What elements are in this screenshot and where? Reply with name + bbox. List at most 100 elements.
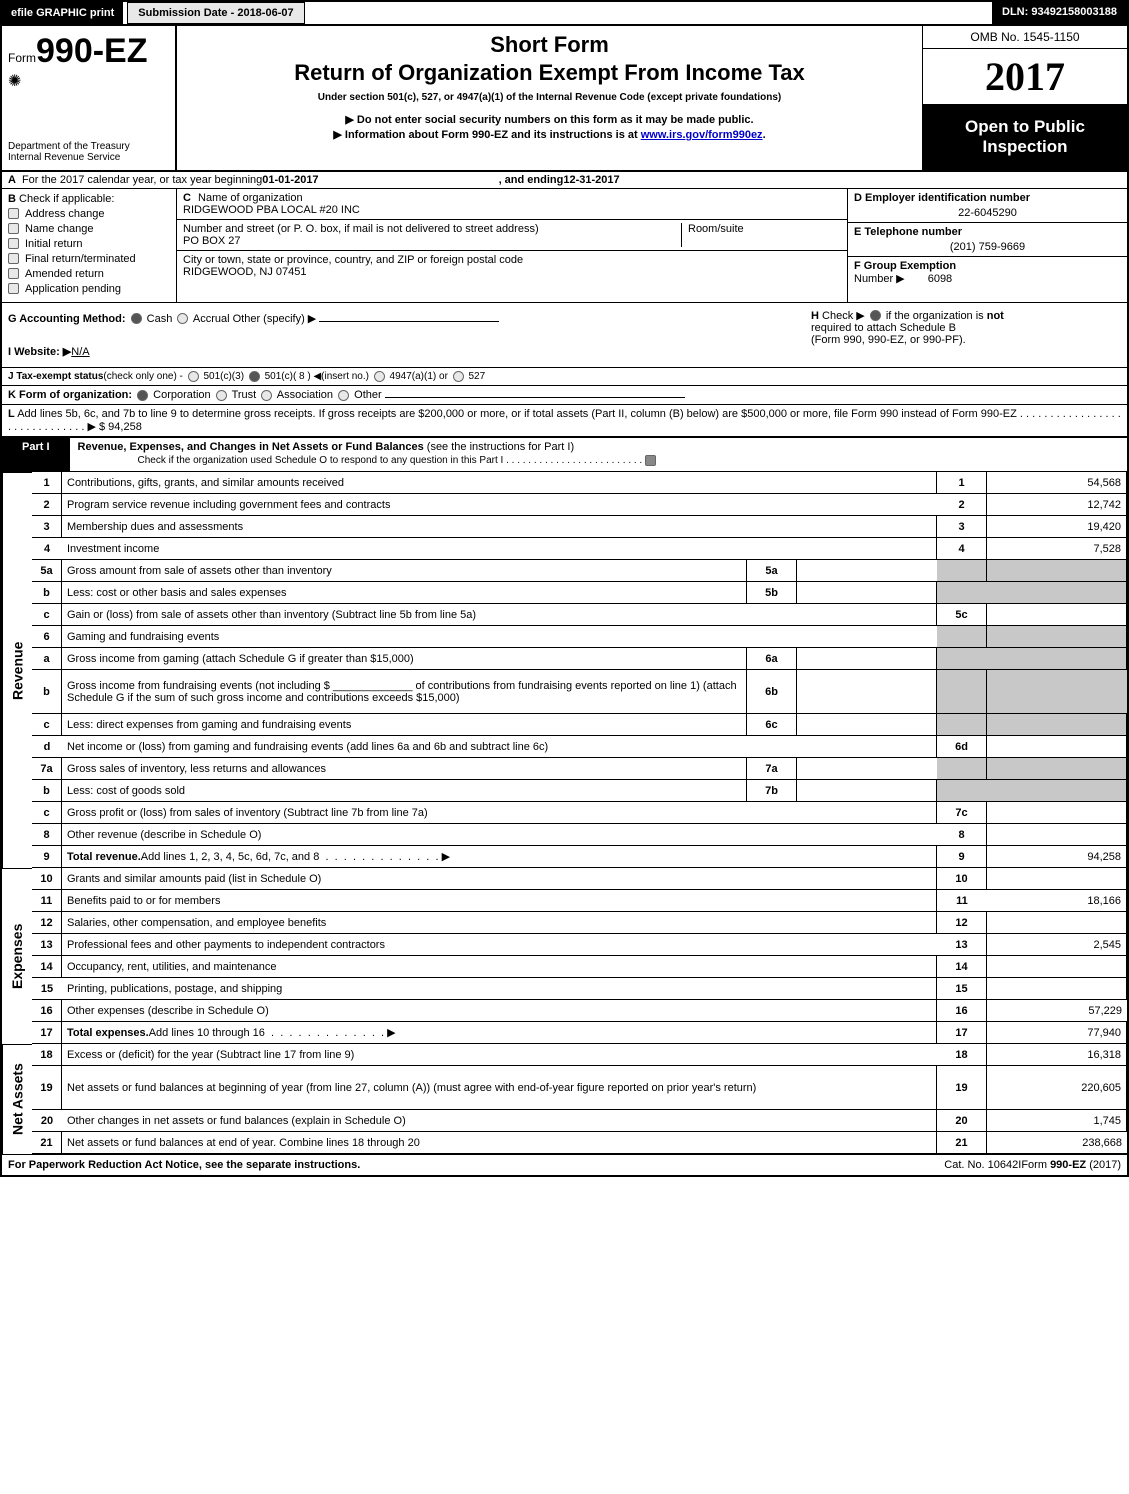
open-to-public: Open to Public Inspection	[923, 105, 1127, 170]
form-number: 990-EZ	[36, 32, 148, 70]
line-number: 16	[32, 1000, 62, 1022]
main-title: Return of Organization Exempt From Incom…	[187, 60, 912, 86]
cb-name-change[interactable]: Name change	[8, 223, 170, 235]
ein-value: 22-6045290	[854, 204, 1121, 219]
grey-cell	[937, 780, 987, 802]
right-col-value	[987, 912, 1127, 934]
radio-527[interactable]	[453, 371, 464, 382]
radio-cash[interactable]	[131, 313, 142, 324]
line-description: Investment income	[62, 538, 937, 560]
label-c: C	[183, 192, 191, 204]
line-number: 3	[32, 516, 62, 538]
header-left: Form990-EZ ✺ Department of the Treasury …	[2, 26, 177, 170]
line-description: Total revenue. Add lines 1, 2, 3, 4, 5c,…	[62, 846, 937, 868]
right-col-number: 3	[937, 516, 987, 538]
right-col-value	[987, 956, 1127, 978]
other-specify-line[interactable]	[319, 321, 499, 322]
radio-4947[interactable]	[374, 371, 385, 382]
footer-right: Form 990-EZ (2017)	[1021, 1159, 1121, 1171]
group-ex-label: F Group Exemption	[854, 260, 956, 272]
mid-line-value	[797, 758, 937, 780]
right-col-value: 57,229	[987, 1000, 1127, 1022]
line-l-arrow: ▶ $	[87, 421, 108, 433]
cb-address-change[interactable]: Address change	[8, 208, 170, 220]
line-description: Membership dues and assessments	[62, 516, 937, 538]
right-col-number: 18	[937, 1044, 987, 1066]
seal-icon: ✺	[8, 71, 169, 91]
line-description: Total expenses. Add lines 10 through 16 …	[62, 1022, 937, 1044]
grey-cell	[987, 582, 1127, 604]
right-col-value: 77,940	[987, 1022, 1127, 1044]
row-l: L Add lines 5b, 6c, and 7b to line 9 to …	[2, 405, 1127, 438]
org-name-label: Name of organization	[198, 192, 303, 204]
row-a-tax-year: A For the 2017 calendar year, or tax yea…	[2, 172, 1127, 189]
mid-line-value	[797, 714, 937, 736]
grey-cell	[937, 626, 987, 648]
part1-header: Part I Revenue, Expenses, and Changes in…	[2, 438, 1127, 472]
column-def: D Employer identification number 22-6045…	[847, 189, 1127, 302]
mid-line-value	[797, 780, 937, 802]
grey-cell	[937, 582, 987, 604]
cb-final-return[interactable]: Final return/terminated	[8, 253, 170, 265]
grey-cell	[987, 670, 1127, 714]
other-org-line[interactable]	[385, 397, 685, 398]
right-col-value: 1,745	[987, 1110, 1127, 1132]
tax-year: 2017	[923, 49, 1127, 105]
group-ex-number-label: Number ▶	[854, 273, 905, 285]
grey-cell	[987, 560, 1127, 582]
line-description: Program service revenue including govern…	[62, 494, 937, 516]
line-description: Gross sales of inventory, less returns a…	[62, 758, 747, 780]
mid-line-number: 6a	[747, 648, 797, 670]
mid-line-number: 7b	[747, 780, 797, 802]
ein-label: D Employer identification number	[854, 192, 1121, 204]
cb-initial-return[interactable]: Initial return	[8, 238, 170, 250]
radio-accrual[interactable]	[177, 313, 188, 324]
right-col-number: 15	[937, 978, 987, 1000]
street-row: Number and street (or P. O. box, if mail…	[177, 220, 847, 251]
right-col-number: 20	[937, 1110, 987, 1132]
header-right: OMB No. 1545-1150 2017 Open to Public In…	[922, 26, 1127, 170]
radio-501c3[interactable]	[188, 371, 199, 382]
efile-print-button[interactable]: efile GRAPHIC print	[2, 2, 123, 24]
label-b: B	[8, 193, 16, 205]
cb-application-pending[interactable]: Application pending	[8, 283, 170, 295]
label-j: J Tax-exempt status	[8, 371, 103, 382]
short-form-title: Short Form	[187, 32, 912, 58]
right-col-value: 2,545	[987, 934, 1127, 956]
line-description: Gross profit or (loss) from sales of inv…	[62, 802, 937, 824]
right-col-number: 21	[937, 1132, 987, 1154]
radio-association[interactable]	[261, 390, 272, 401]
line-description: Gross income from fundraising events (no…	[62, 670, 747, 714]
dept-irs: Internal Revenue Service	[8, 152, 169, 163]
line-description: Less: cost of goods sold	[62, 780, 747, 802]
right-col-value: 54,568	[987, 472, 1127, 494]
mid-line-number: 5b	[747, 582, 797, 604]
grey-cell	[987, 648, 1127, 670]
street-label: Number and street (or P. O. box, if mail…	[183, 223, 681, 235]
radio-corporation[interactable]	[137, 390, 148, 401]
org-name-row: C Name of organization RIDGEWOOD PBA LOC…	[177, 189, 847, 220]
line-description: Gross amount from sale of assets other t…	[62, 560, 747, 582]
radio-501c[interactable]	[249, 371, 260, 382]
right-col-number: 14	[937, 956, 987, 978]
line-description: Net assets or fund balances at end of ye…	[62, 1132, 937, 1154]
radio-h-check[interactable]	[870, 310, 881, 321]
dln-label: DLN:	[1002, 6, 1031, 18]
g-column: G Accounting Method: Cash Accrual Other …	[8, 309, 811, 361]
line-description: Professional fees and other payments to …	[62, 934, 937, 956]
line-number: b	[32, 670, 62, 714]
grey-cell	[937, 714, 987, 736]
submission-date-value: 2018-06-07	[237, 7, 293, 19]
line-number: 4	[32, 538, 62, 560]
irs-link[interactable]: www.irs.gov/form990ez	[641, 129, 763, 141]
footer-left: For Paperwork Reduction Act Notice, see …	[8, 1159, 944, 1171]
line-description: Gaming and fundraising events	[62, 626, 937, 648]
row-k: K Form of organization: Corporation Trus…	[2, 386, 1127, 405]
radio-other[interactable]	[338, 390, 349, 401]
right-col-value	[987, 604, 1127, 626]
street-value: PO BOX 27	[183, 235, 681, 247]
radio-trust[interactable]	[216, 390, 227, 401]
right-col-value: 220,605	[987, 1066, 1127, 1110]
checkbox-schedule-o[interactable]	[645, 455, 656, 466]
cb-amended-return[interactable]: Amended return	[8, 268, 170, 280]
